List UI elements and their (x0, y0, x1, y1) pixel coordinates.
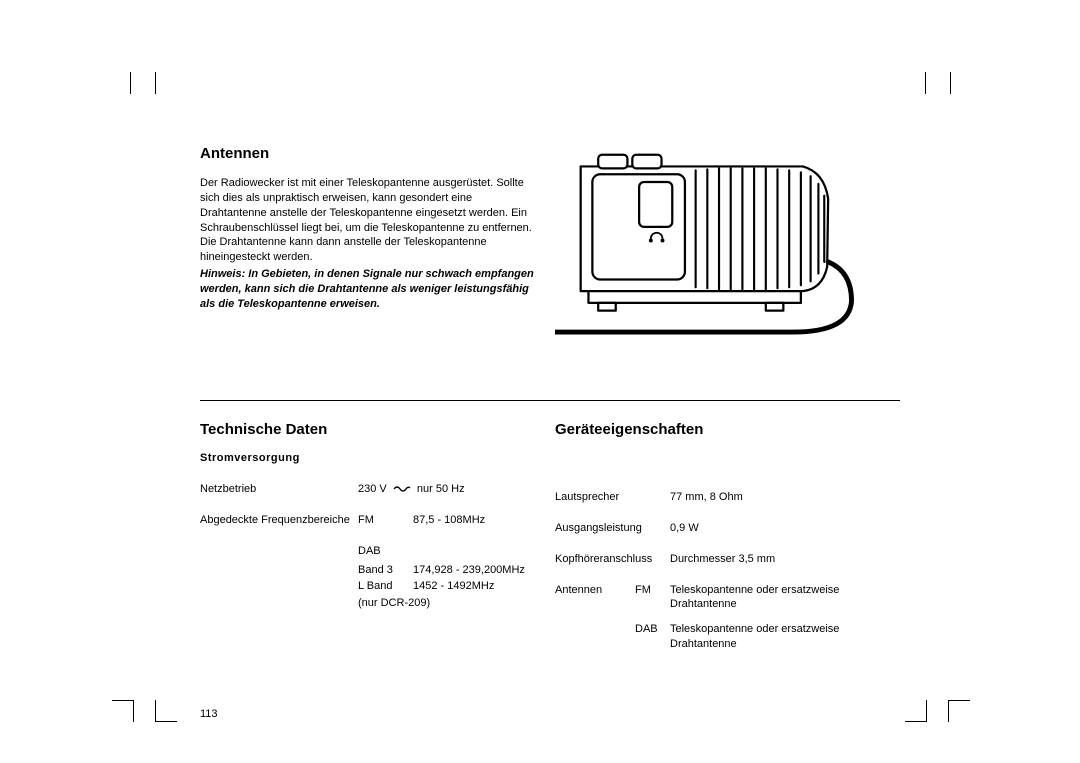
lautsprecher-value: 77 mm, 8 Ohm (670, 490, 743, 505)
netzbetrieb-label: Netzbetrieb (200, 482, 358, 497)
crop-mark (112, 700, 134, 701)
crop-mark (926, 700, 927, 722)
lautsprecher-label: Lautsprecher (555, 490, 670, 505)
antennen-paragraph: Der Radiowecker ist mit einer Teleskopan… (200, 176, 535, 265)
manual-page: Antennen Der Radiowecker ist mit einer T… (0, 0, 1080, 763)
lower-section: Technische Daten Stromversorgung Netzbet… (200, 421, 900, 668)
fm-range: 87,5 - 108MHz (413, 513, 533, 528)
antennen-label: Antennen (555, 583, 635, 613)
antennen-hint: Hinweis: In Gebieten, in denen Signale n… (200, 267, 535, 312)
ant-fm-label: FM (635, 583, 670, 613)
stromversorgung-label: Stromversorgung (200, 452, 535, 464)
crop-mark (925, 72, 926, 94)
fm-label: FM (358, 513, 413, 528)
device-illustration (555, 145, 885, 335)
device-illustration-container (555, 145, 885, 340)
ant-dab-value: Teleskopantenne oder ersatzweise Drahtan… (670, 622, 865, 652)
technische-daten-block: Technische Daten Stromversorgung Netzbet… (200, 421, 535, 668)
geraeteeigenschaften-block: Geräteeigenschaften Lautsprecher 77 mm, … (555, 421, 900, 668)
technische-daten-title: Technische Daten (200, 421, 535, 438)
crop-mark (155, 700, 156, 722)
crop-mark (905, 721, 927, 722)
kopf-row: Kopfhöreranschluss Durchmesser 3,5 mm (555, 552, 900, 567)
lband-row: L Band 1452 - 1492MHz (200, 579, 535, 594)
lautsprecher-row: Lautsprecher 77 mm, 8 Ohm (555, 490, 900, 505)
kopf-label: Kopfhöreranschluss (555, 552, 670, 567)
band3-row: Band 3 174,928 - 239,200MHz (200, 563, 535, 578)
lband-label: L Band (358, 579, 413, 594)
antennen-title: Antennen (200, 145, 535, 162)
ausgang-label: Ausgangsleistung (555, 521, 670, 536)
dab-row: DAB (200, 544, 535, 559)
lband-range: 1452 - 1492MHz (413, 579, 533, 594)
freq-fm-row: Abgedeckte Frequenzbereiche FM 87,5 - 10… (200, 513, 535, 528)
ant-fm-value: Teleskopantenne oder ersatzweise Drahtan… (670, 583, 865, 613)
crop-mark (133, 700, 134, 722)
dab-label: DAB (358, 544, 413, 559)
ac-symbol-icon (393, 484, 411, 494)
freq-label: Abgedeckte Frequenzbereiche (200, 513, 358, 528)
netzbetrieb-value: 230 V nur 50 Hz (358, 482, 465, 497)
crop-mark (155, 721, 177, 722)
crop-mark (950, 72, 951, 94)
crop-mark (948, 700, 970, 701)
section-divider (200, 400, 900, 401)
crop-mark (130, 72, 131, 94)
antennen-fm-row: Antennen FM Teleskopantenne oder ersatzw… (555, 583, 900, 613)
ausgang-row: Ausgangsleistung 0,9 W (555, 521, 900, 536)
page-number: 113 (200, 708, 900, 720)
crop-mark (948, 700, 949, 722)
lband-note: (nur DCR-209) (358, 596, 478, 611)
antennen-text-block: Antennen Der Radiowecker ist mit einer T… (200, 145, 535, 340)
crop-mark (155, 72, 156, 94)
band3-label: Band 3 (358, 563, 413, 578)
lband-note-row: (nur DCR-209) (200, 596, 535, 611)
ant-dab-label: DAB (635, 622, 670, 652)
antennen-dab-row: DAB Teleskopantenne oder ersatzweise Dra… (555, 622, 900, 652)
band3-range: 174,928 - 239,200MHz (413, 563, 533, 578)
upper-section: Antennen Der Radiowecker ist mit einer T… (200, 145, 900, 340)
netzbetrieb-row: Netzbetrieb 230 V nur 50 Hz (200, 482, 535, 497)
geraete-title: Geräteeigenschaften (555, 421, 900, 438)
page-content: Antennen Der Radiowecker ist mit einer T… (200, 145, 900, 720)
kopf-value: Durchmesser 3,5 mm (670, 552, 775, 567)
ausgang-value: 0,9 W (670, 521, 699, 536)
